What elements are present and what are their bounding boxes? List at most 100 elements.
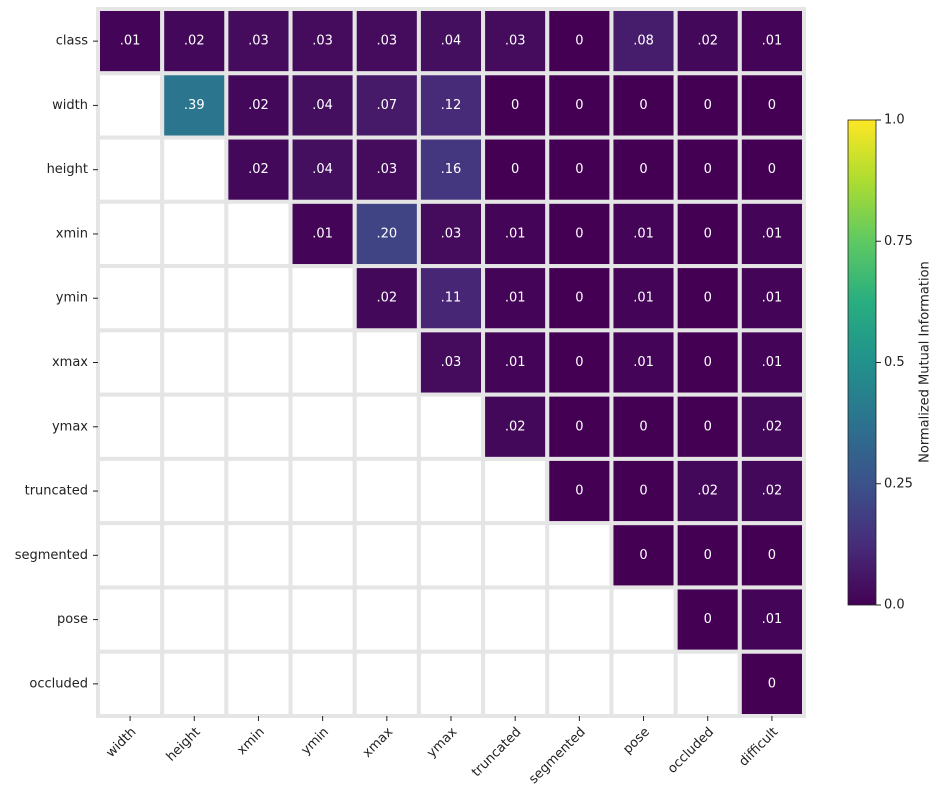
cell-label: .01 xyxy=(312,226,333,241)
empty-cell xyxy=(352,392,421,461)
empty-cell xyxy=(481,649,550,719)
cell-label: 0 xyxy=(704,226,712,241)
cell-label: .02 xyxy=(697,34,718,49)
cell-label: .08 xyxy=(633,34,654,49)
empty-cell xyxy=(96,135,165,204)
cell-label: 0 xyxy=(704,355,712,370)
cell-label: .01 xyxy=(505,291,526,306)
cell-label: .04 xyxy=(312,162,333,177)
cell-label: 0 xyxy=(511,98,519,113)
cell-label: 0 xyxy=(704,548,712,563)
empty-cell xyxy=(609,649,678,719)
x-tick-label: difficult xyxy=(736,725,781,770)
cell-label: 0 xyxy=(704,162,712,177)
empty-cell xyxy=(160,328,229,397)
x-tick-label: xmin xyxy=(234,725,267,758)
cell-label: 0 xyxy=(639,548,647,563)
cell-label: 0 xyxy=(639,484,647,499)
x-tick-label: truncated xyxy=(469,725,524,780)
empty-cell xyxy=(96,521,165,590)
empty-cell xyxy=(96,71,165,140)
empty-cell xyxy=(673,649,742,719)
empty-cell xyxy=(481,585,550,654)
empty-cell xyxy=(224,585,293,654)
cell-label: .03 xyxy=(248,34,269,49)
empty-cell xyxy=(160,649,229,719)
cell xyxy=(737,135,806,204)
cell-label: 0 xyxy=(575,419,583,434)
empty-cell xyxy=(288,649,357,719)
cell-label: 0 xyxy=(768,162,776,177)
y-tick-label: height xyxy=(47,162,88,177)
y-tick-label: xmax xyxy=(52,355,88,370)
cell-label: .01 xyxy=(762,226,783,241)
cell xyxy=(416,328,486,397)
cell xyxy=(673,328,742,397)
cell-label: 0 xyxy=(511,162,519,177)
cell xyxy=(481,71,550,140)
empty-cell xyxy=(481,521,550,590)
x-tick-label: height xyxy=(164,725,204,765)
colorbar-tick-label: 0.5 xyxy=(884,355,905,370)
cell-label: .02 xyxy=(505,419,526,434)
empty-cell xyxy=(96,392,165,461)
cell-label: .02 xyxy=(248,162,269,177)
cell-label: 0 xyxy=(575,291,583,306)
cell-label: .02 xyxy=(762,484,783,499)
cell xyxy=(545,7,614,76)
colorbar-tick-label: 0.25 xyxy=(884,476,913,491)
empty-cell xyxy=(96,456,165,526)
empty-cell xyxy=(288,521,357,590)
y-tick-label: ymin xyxy=(56,291,88,306)
cell-label: .04 xyxy=(312,98,333,113)
cell-label: .16 xyxy=(441,162,462,177)
cell xyxy=(737,649,806,719)
empty-cell xyxy=(545,649,614,719)
cell-label: .01 xyxy=(505,355,526,370)
cell-label: .02 xyxy=(184,34,205,49)
cell xyxy=(737,392,806,461)
empty-cell xyxy=(481,456,550,526)
cell-label: 0 xyxy=(768,98,776,113)
cell-label: .03 xyxy=(441,226,462,241)
cell-label: 0 xyxy=(768,676,776,691)
y-tick-label: ymax xyxy=(52,419,88,434)
empty-cell xyxy=(288,264,357,333)
empty-cell xyxy=(160,135,229,204)
cell xyxy=(545,328,614,397)
cell xyxy=(673,585,742,654)
empty-cell xyxy=(352,585,421,654)
y-tick-label: occluded xyxy=(29,676,88,691)
y-tick-label: segmented xyxy=(15,548,88,563)
cell-label: .01 xyxy=(120,34,141,49)
cell-label: .07 xyxy=(376,98,397,113)
x-tick-label: occluded xyxy=(665,725,717,777)
y-tick-label: class xyxy=(56,34,88,49)
cell-label: .03 xyxy=(312,34,333,49)
empty-cell xyxy=(288,328,357,397)
cell xyxy=(673,7,742,76)
empty-cell xyxy=(352,456,421,526)
cell-label: 0 xyxy=(575,226,583,241)
cell-label: .20 xyxy=(376,226,397,241)
empty-cell xyxy=(96,264,165,333)
empty-cell xyxy=(224,392,293,461)
cell-label: .11 xyxy=(441,291,462,306)
cell-label: .01 xyxy=(505,226,526,241)
cell-label: 0 xyxy=(768,548,776,563)
cell-label: 0 xyxy=(704,291,712,306)
cell-label: .03 xyxy=(376,162,397,177)
empty-cell xyxy=(288,456,357,526)
empty-cell xyxy=(160,392,229,461)
cell-label: .02 xyxy=(376,291,397,306)
empty-cell xyxy=(96,649,165,719)
cell xyxy=(609,199,678,269)
cell-label: .01 xyxy=(762,34,783,49)
empty-cell xyxy=(96,328,165,397)
cell-label: 0 xyxy=(704,419,712,434)
y-tick-label: xmin xyxy=(56,226,88,241)
x-tick-label: ymax xyxy=(424,724,460,760)
colorbar-tick-label: 0.0 xyxy=(884,598,905,613)
x-tick-label: xmax xyxy=(360,724,396,760)
